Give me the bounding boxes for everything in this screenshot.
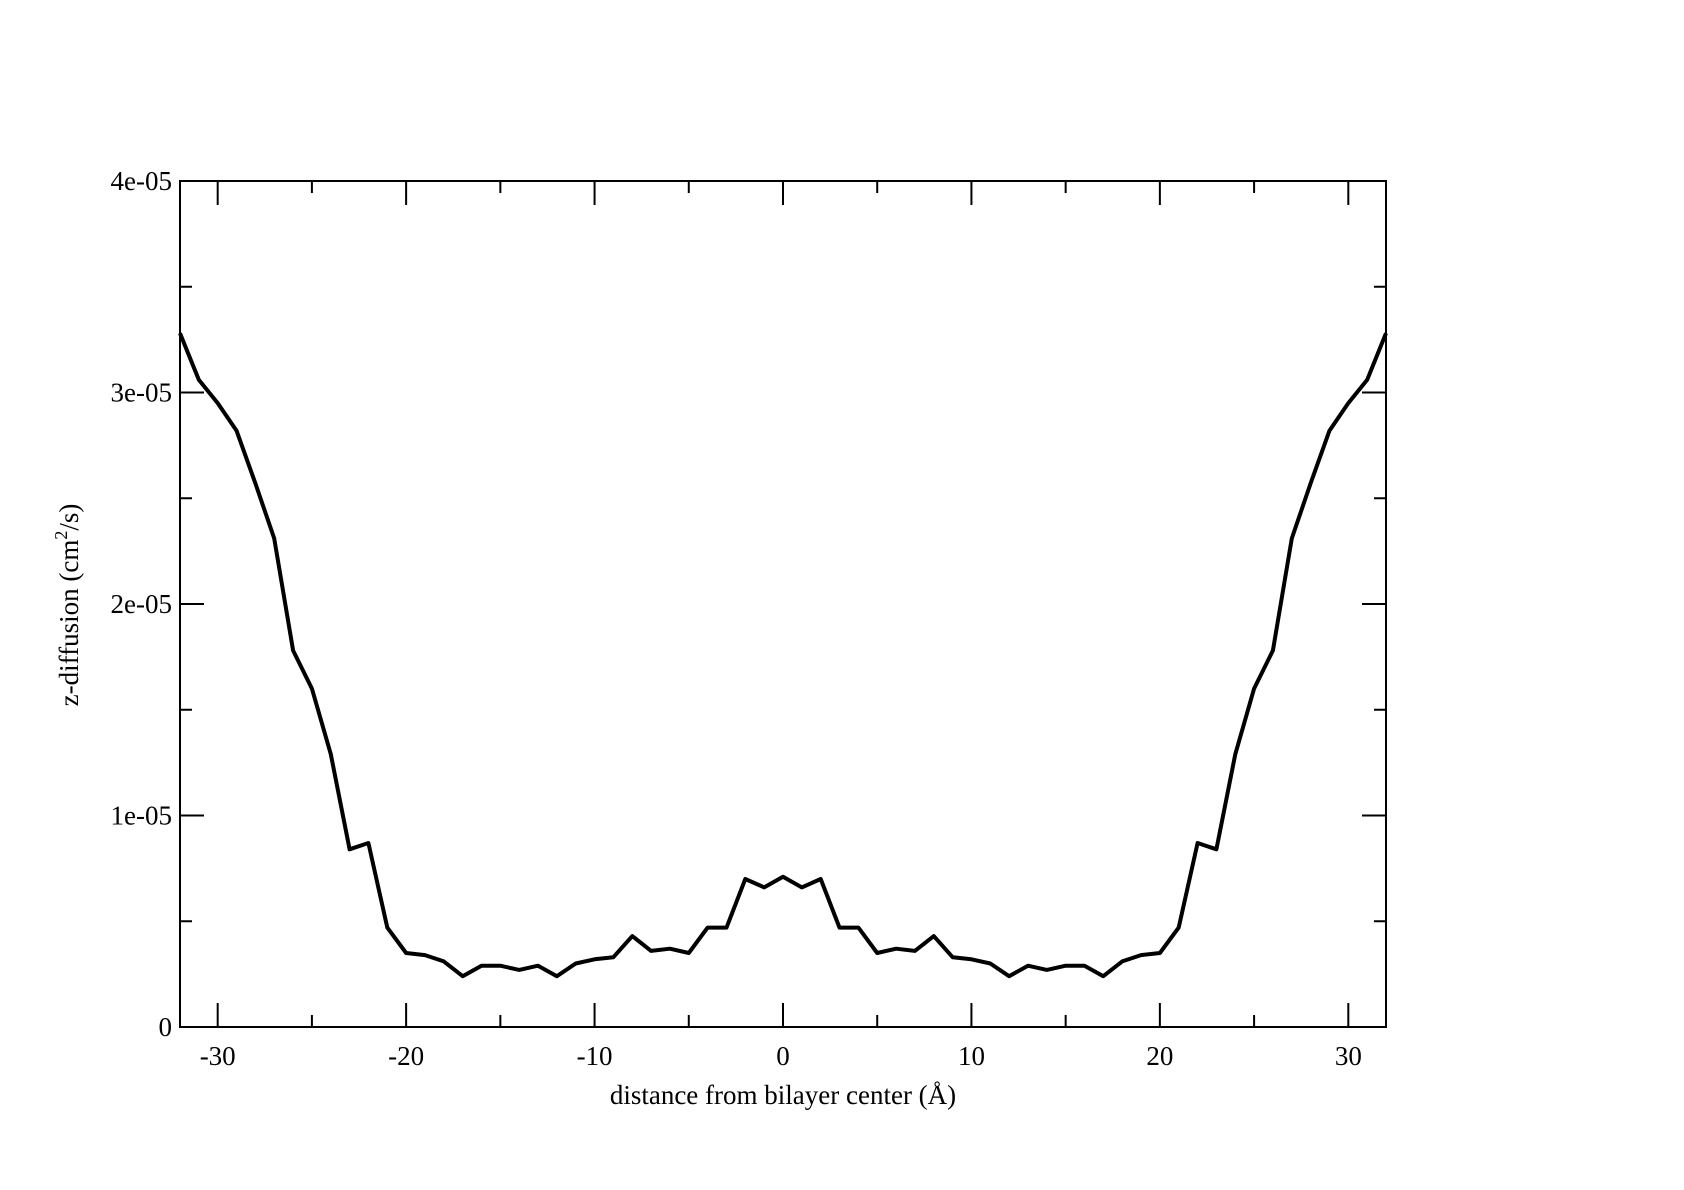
series-line xyxy=(178,332,1388,979)
x-tick-label: -10 xyxy=(577,1041,613,1071)
x-tick-label: 30 xyxy=(1335,1041,1362,1071)
y-tick-label: 4e-05 xyxy=(111,166,172,196)
x-axis-label: distance from bilayer center (Å) xyxy=(610,1080,956,1110)
y-axis-label-superscript: 2 xyxy=(51,531,71,540)
y-tick-label: 2e-05 xyxy=(111,589,172,619)
axis-tick-labels: -30 -20 -10 0 10 20 30 0 1e-05 2e-05 3e-05 4e-05 xyxy=(111,166,1362,1071)
axis-ticks xyxy=(180,180,1386,1028)
x-tick-label: -30 xyxy=(200,1041,236,1071)
y-axis-label-tail: /s) xyxy=(54,504,84,531)
y-axis-label: z-diffusion (cm2/s) xyxy=(51,504,84,707)
x-tick-label: 0 xyxy=(776,1041,790,1071)
y-tick-label: 0 xyxy=(159,1012,173,1042)
y-tick-label: 1e-05 xyxy=(111,801,172,831)
x-tick-label: 10 xyxy=(958,1041,985,1071)
x-tick-label: 20 xyxy=(1146,1041,1173,1071)
x-tick-label: -20 xyxy=(388,1041,424,1071)
y-axis-label-main: z-diffusion (cm xyxy=(54,540,84,707)
y-tick-label: 3e-05 xyxy=(111,378,172,408)
plot-frame xyxy=(179,180,1387,1028)
